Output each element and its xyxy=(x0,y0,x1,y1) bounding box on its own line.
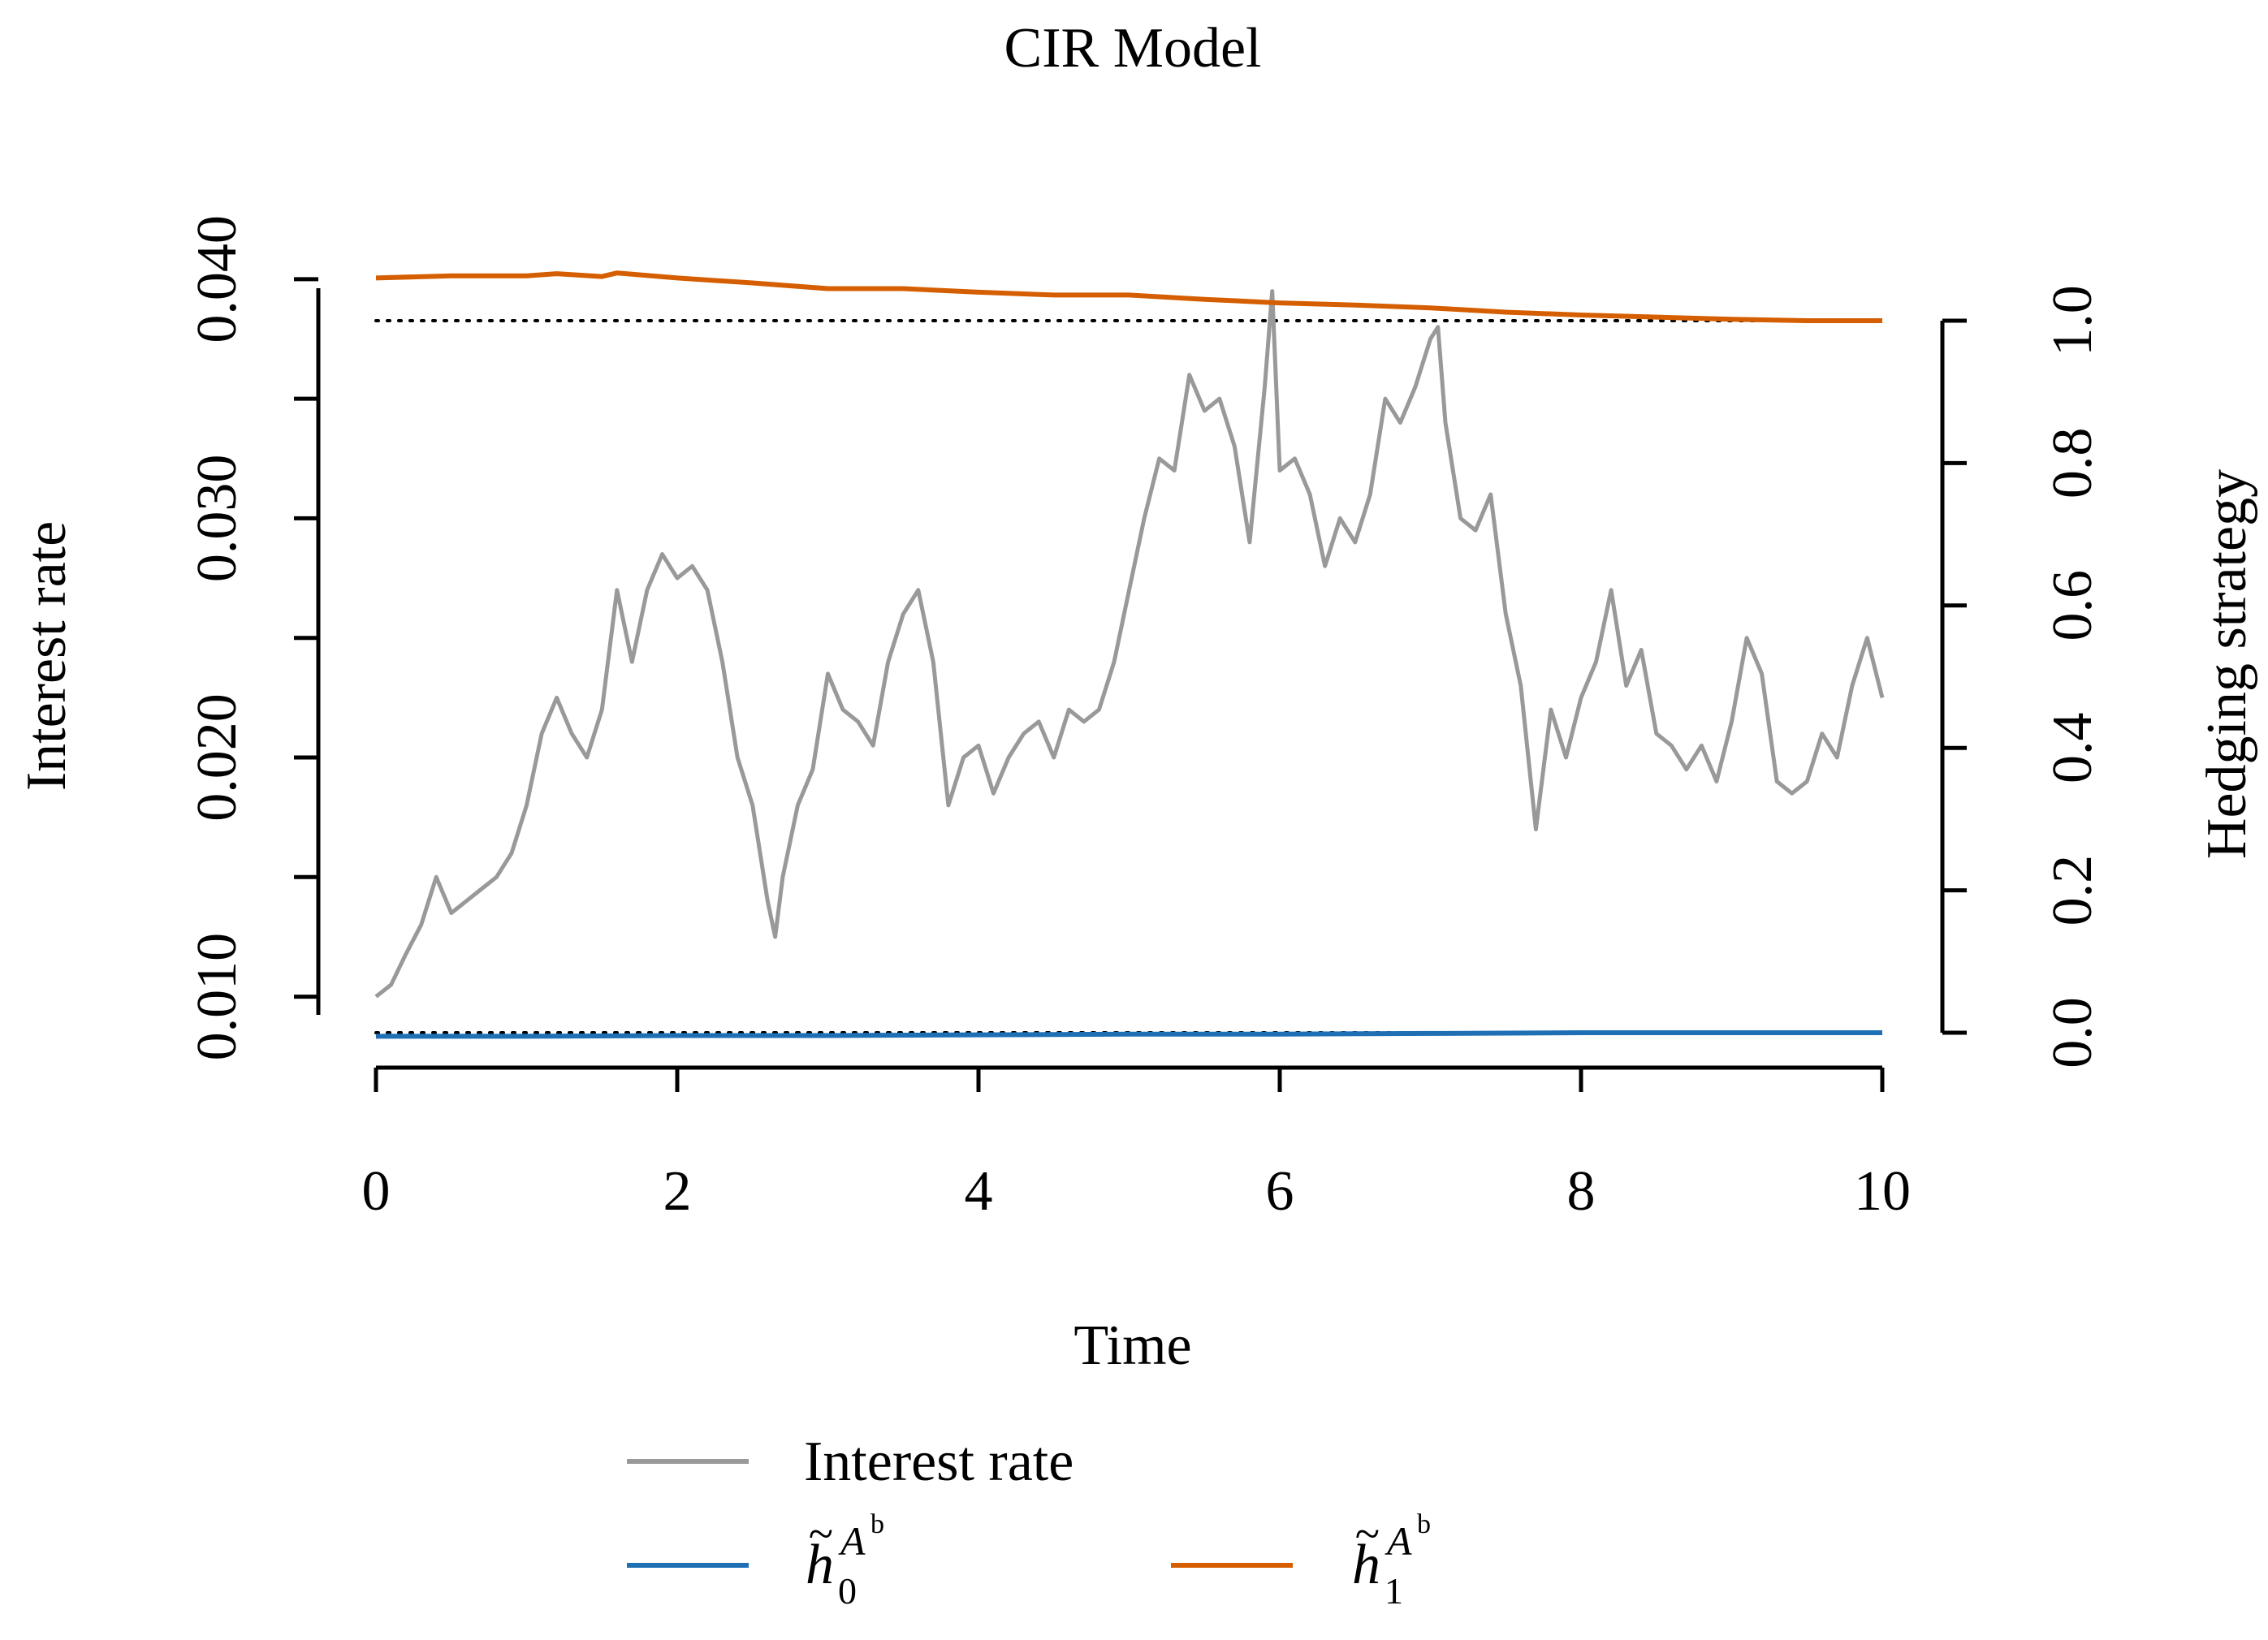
y-axis-left-label: Interest rate xyxy=(15,521,78,791)
legend-label-h1: ~ h 1 A b xyxy=(1352,1509,1431,1612)
y-right-tick-label-5: 1.0 xyxy=(2041,285,2104,356)
legend-h1-main: h xyxy=(1352,1534,1380,1596)
x-tick-label-4: 8 xyxy=(1567,1160,1596,1223)
x-tick-label-5: 10 xyxy=(1854,1160,1911,1223)
legend-label-interest-rate: Interest rate xyxy=(804,1431,1074,1493)
legend-h1-superscript: A xyxy=(1385,1518,1412,1564)
x-tick-label-2: 4 xyxy=(965,1160,993,1223)
y-left-tick-label-0: 0.010 xyxy=(186,933,248,1061)
y-right-tick-label-4: 0.8 xyxy=(2041,428,2104,499)
y-axis-right-ticks: 0.0 0.2 0.4 0.6 0.8 1.0 xyxy=(1942,285,2104,1068)
legend-h0-main: h xyxy=(806,1534,834,1596)
legend-h1-super-superscript: b xyxy=(1417,1509,1431,1539)
legend-h1-subscript: 1 xyxy=(1385,1570,1403,1612)
y-right-tick-label-3: 0.6 xyxy=(2041,570,2104,641)
y-left-tick-label-4: 0.030 xyxy=(186,455,248,583)
y-right-tick-label-0: 0.0 xyxy=(2041,997,2104,1068)
legend-h1-accent: ~ xyxy=(1354,1509,1379,1560)
y-right-tick-label-1: 0.2 xyxy=(2041,855,2104,926)
x-tick-label-3: 6 xyxy=(1266,1160,1294,1223)
x-axis-label: Time xyxy=(1074,1314,1191,1377)
y-left-tick-label-2: 0.020 xyxy=(186,693,248,822)
y-left-tick-label-6: 0.040 xyxy=(186,215,248,343)
legend-h0-super-superscript: b xyxy=(870,1509,884,1539)
series-line-interest-rate xyxy=(374,289,1885,999)
legend-label-h0: ~ h 0 A b xyxy=(806,1509,884,1612)
y-right-tick-label-2: 0.4 xyxy=(2041,712,2104,783)
series-line-h1 xyxy=(375,270,1882,323)
legend-h0-accent: ~ xyxy=(808,1509,832,1560)
reference-lines xyxy=(374,319,1884,1034)
x-tick-label-1: 2 xyxy=(663,1160,692,1223)
legend-h0-subscript: 0 xyxy=(838,1570,857,1612)
series-line-h0 xyxy=(376,1030,1882,1039)
y-axis-right-label: Hedging strategy xyxy=(2196,469,2258,859)
chart-title: CIR Model xyxy=(1004,17,1262,80)
legend: Interest rate ~ h 0 A b ~ h 1 A b xyxy=(627,1431,1431,1612)
x-tick-label-0: 0 xyxy=(362,1160,391,1223)
y-axis-left-ticks: 0.010 0.020 0.030 0.040 xyxy=(186,215,318,1060)
series-lines xyxy=(374,270,1885,1039)
x-axis-ticks: 0 2 4 6 8 10 xyxy=(362,1068,1911,1223)
legend-h0-superscript: A xyxy=(838,1518,866,1564)
